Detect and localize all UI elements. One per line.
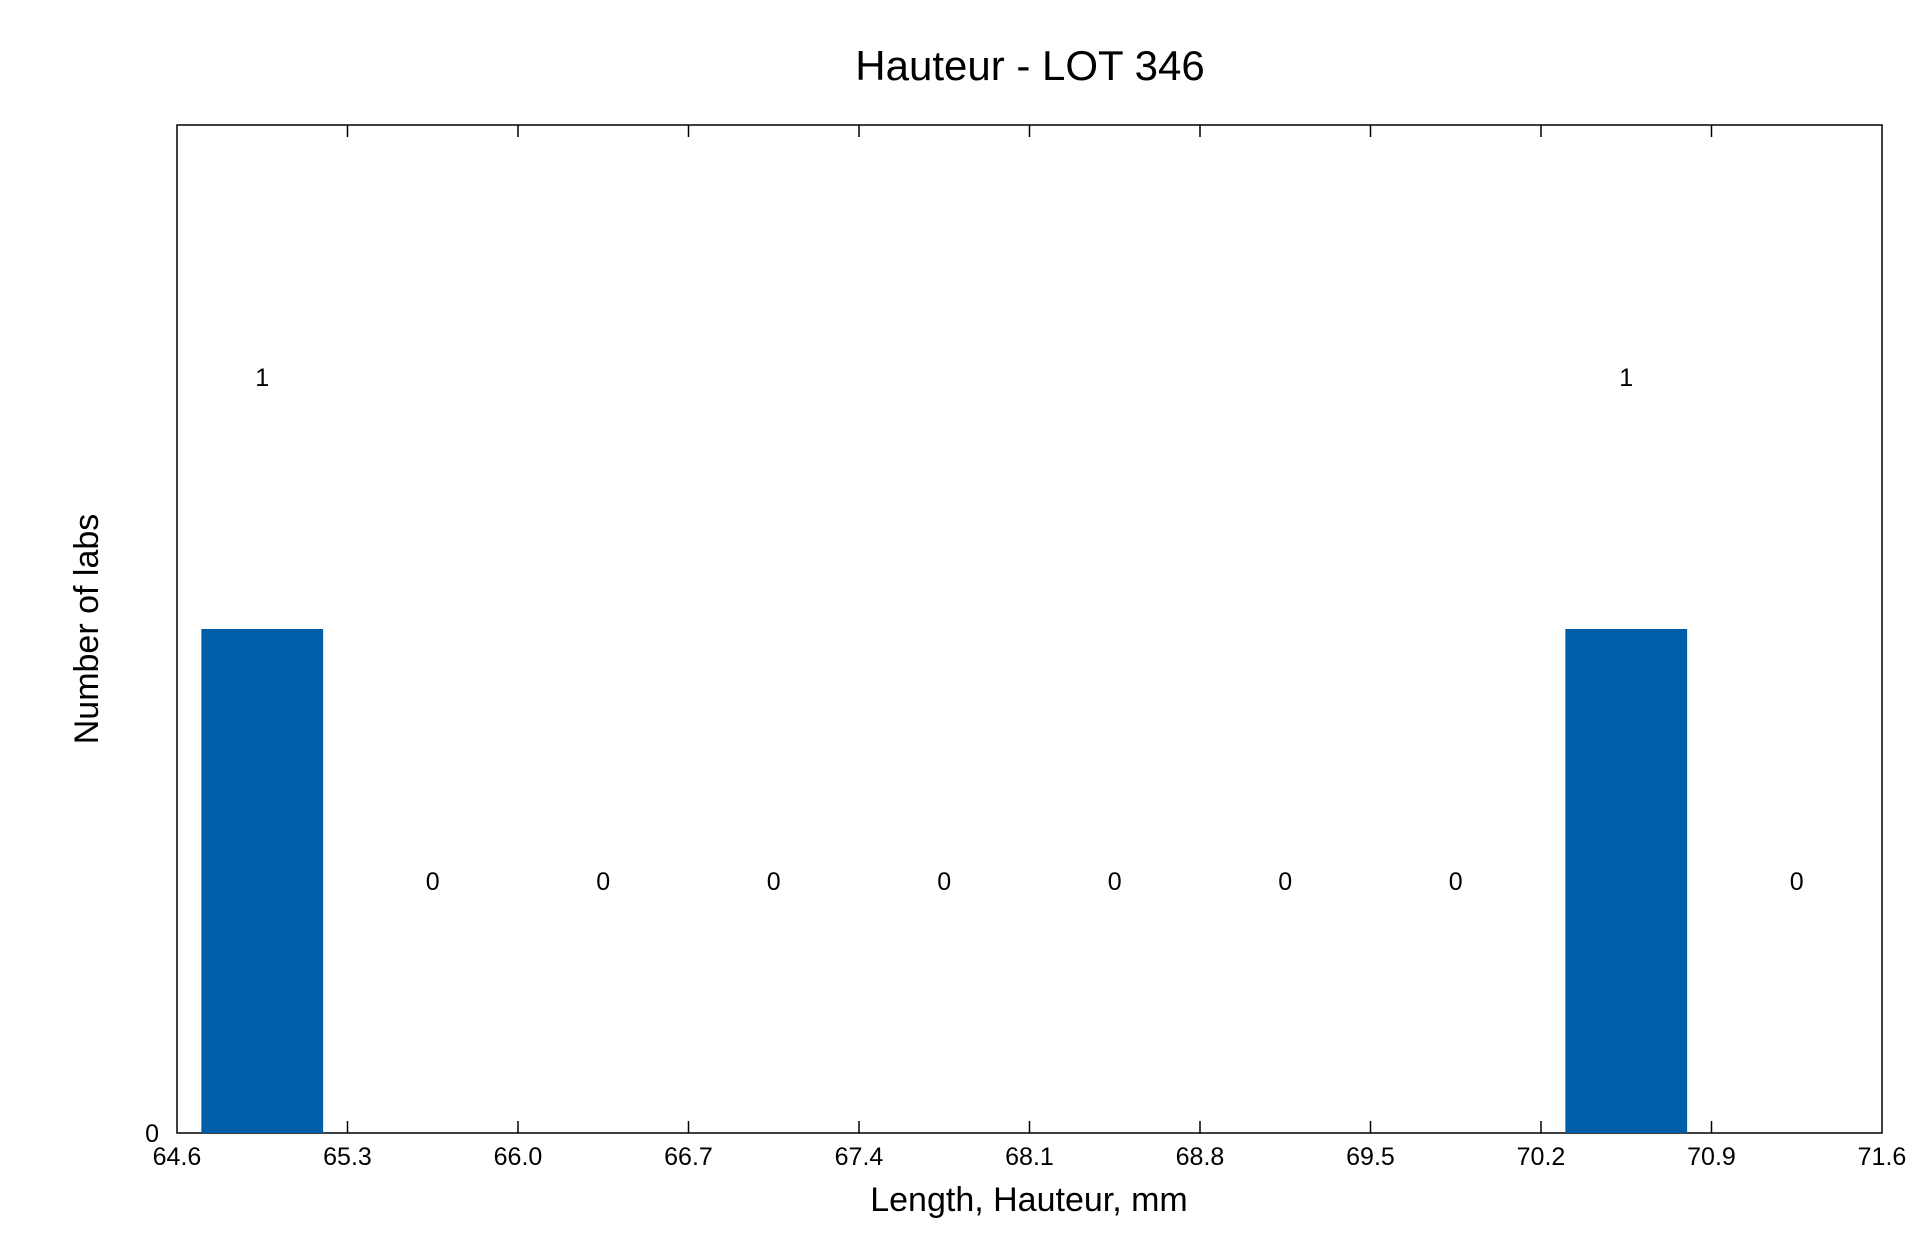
x-tick-label-1: 65.3 <box>323 1143 372 1171</box>
bar-value-label-8: 1 <box>1619 364 1633 392</box>
histogram-bar-0 <box>201 629 324 1133</box>
bar-value-label-0: 1 <box>255 364 269 392</box>
bar-value-label-2: 0 <box>596 868 610 896</box>
x-axis-label: Length, Hauteur, mm <box>870 1181 1188 1219</box>
bar-value-label-5: 0 <box>1108 868 1122 896</box>
x-tick-label-6: 68.8 <box>1176 1143 1225 1171</box>
y-ticks-group: 0 <box>145 1120 159 1148</box>
x-tick-label-2: 66.0 <box>494 1143 543 1171</box>
x-tick-label-10: 71.6 <box>1858 1143 1907 1171</box>
x-tick-label-4: 67.4 <box>835 1143 884 1171</box>
bar-value-label-7: 0 <box>1449 868 1463 896</box>
x-tick-label-3: 66.7 <box>664 1143 713 1171</box>
bar-value-label-4: 0 <box>937 868 951 896</box>
y-axis-label: Number of labs <box>68 514 106 745</box>
y-tick-label-0: 0 <box>145 1120 159 1148</box>
bar-value-label-9: 0 <box>1790 868 1804 896</box>
bar-value-label-3: 0 <box>767 868 781 896</box>
histogram-bar-8 <box>1565 629 1688 1133</box>
x-tick-label-9: 70.9 <box>1687 1143 1736 1171</box>
x-tick-label-0: 64.6 <box>153 1143 202 1171</box>
x-ticks-group: 64.6 65.3 66.0 66.7 67.4 68.1 68.8 69.5 70.2 70.9… <box>153 125 1907 1171</box>
bar-value-label-1: 0 <box>426 868 440 896</box>
chart-title: Hauteur - LOT 346 <box>855 42 1204 89</box>
x-tick-label-7: 69.5 <box>1346 1143 1395 1171</box>
x-tick-label-8: 70.2 <box>1517 1143 1566 1171</box>
bar-value-label-6: 0 <box>1278 868 1292 896</box>
bars-group <box>201 629 1688 1133</box>
x-tick-label-5: 68.1 <box>1005 1143 1054 1171</box>
data-labels-group: 1 0 0 0 0 0 0 0 1 0 <box>255 364 1803 896</box>
